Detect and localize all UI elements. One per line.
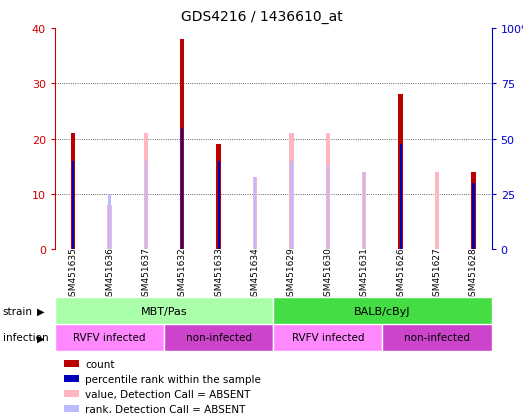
Text: GSM451633: GSM451633 xyxy=(214,246,223,301)
Text: RVFV infected: RVFV infected xyxy=(292,332,364,343)
Text: ▶: ▶ xyxy=(37,332,44,343)
Text: GSM451630: GSM451630 xyxy=(323,246,332,301)
Text: GSM451628: GSM451628 xyxy=(469,246,478,301)
Bar xyxy=(55,324,164,351)
Bar xyxy=(64,360,79,368)
Bar xyxy=(273,324,382,351)
Bar xyxy=(254,178,256,250)
Text: GSM451632: GSM451632 xyxy=(178,246,187,301)
Bar xyxy=(253,178,257,250)
Text: GSM451631: GSM451631 xyxy=(360,246,369,301)
Bar xyxy=(64,405,79,413)
Bar xyxy=(217,145,221,250)
Text: GSM451636: GSM451636 xyxy=(105,246,114,301)
Bar xyxy=(326,134,330,250)
Text: count: count xyxy=(85,359,115,369)
Bar xyxy=(400,145,402,250)
Bar xyxy=(327,167,329,250)
Text: non-infected: non-infected xyxy=(404,332,470,343)
Bar xyxy=(164,324,273,351)
Text: BALB/cByJ: BALB/cByJ xyxy=(354,306,411,316)
Text: value, Detection Call = ABSENT: value, Detection Call = ABSENT xyxy=(85,389,251,399)
Bar xyxy=(290,161,292,250)
Text: GSM451629: GSM451629 xyxy=(287,246,296,301)
Bar xyxy=(71,134,75,250)
Bar xyxy=(107,206,112,250)
Bar xyxy=(108,195,110,250)
Text: GSM451635: GSM451635 xyxy=(69,246,77,301)
Text: GSM451634: GSM451634 xyxy=(251,246,259,301)
Text: ▶: ▶ xyxy=(37,306,44,316)
Text: GDS4216 / 1436610_at: GDS4216 / 1436610_at xyxy=(180,10,343,24)
Bar xyxy=(64,375,79,382)
Bar xyxy=(180,40,185,250)
Bar xyxy=(472,183,474,250)
Text: MBT/Pas: MBT/Pas xyxy=(141,306,187,316)
Bar xyxy=(289,134,293,250)
Bar xyxy=(181,128,184,250)
Bar xyxy=(363,173,366,250)
Text: non-infected: non-infected xyxy=(186,332,252,343)
Text: RVFV infected: RVFV infected xyxy=(73,332,146,343)
Text: GSM451626: GSM451626 xyxy=(396,246,405,301)
Bar xyxy=(55,297,273,324)
Bar xyxy=(435,173,439,250)
Bar xyxy=(218,161,220,250)
Bar xyxy=(145,161,147,250)
Text: percentile rank within the sample: percentile rank within the sample xyxy=(85,374,262,384)
Bar xyxy=(64,390,79,397)
Bar xyxy=(362,173,367,250)
Bar xyxy=(399,95,403,250)
Text: GSM451627: GSM451627 xyxy=(433,246,441,301)
Bar xyxy=(273,297,492,324)
Text: rank, Detection Call = ABSENT: rank, Detection Call = ABSENT xyxy=(85,404,246,413)
Text: infection: infection xyxy=(3,332,48,343)
Bar xyxy=(144,134,148,250)
Bar xyxy=(72,161,74,250)
Bar xyxy=(382,324,492,351)
Text: strain: strain xyxy=(3,306,32,316)
Text: GSM451637: GSM451637 xyxy=(141,246,151,301)
Bar xyxy=(471,173,475,250)
